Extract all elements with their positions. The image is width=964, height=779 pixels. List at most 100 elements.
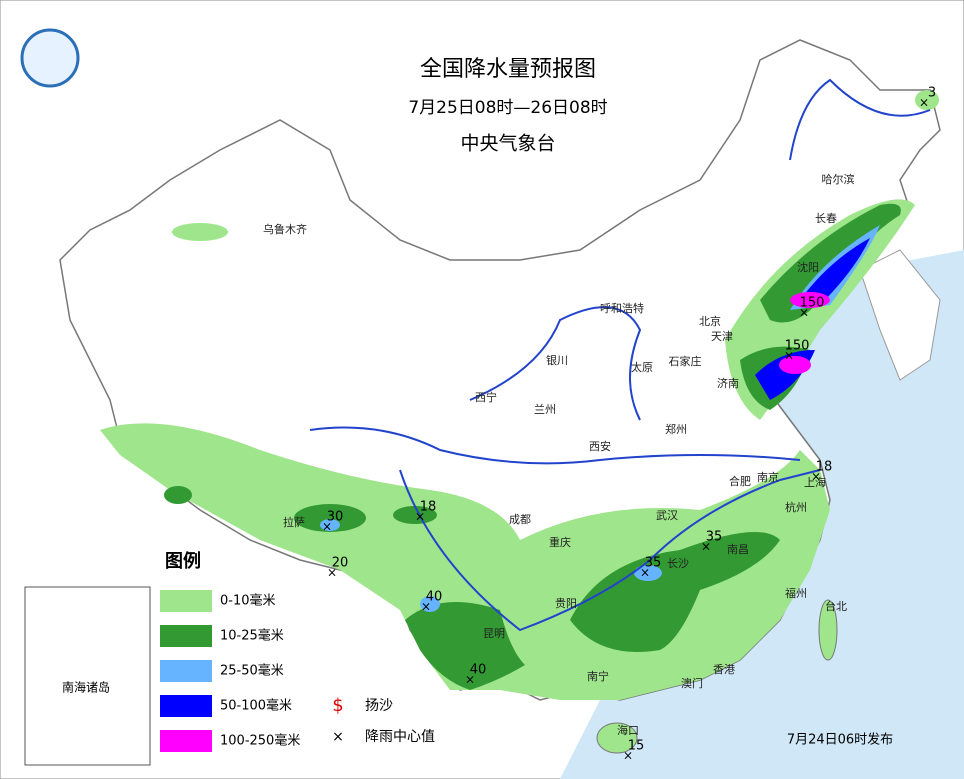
rain-center-value: 30: [327, 510, 344, 525]
city-label: 郑州: [665, 422, 687, 436]
title: 全国降水量预报图: [420, 57, 596, 82]
rain-center-value: 150: [785, 339, 810, 354]
city-label: 哈尔滨: [822, 172, 855, 186]
rain-25-50-hn: [634, 565, 662, 581]
rain-center-value: 35: [706, 530, 723, 545]
sand-symbol: $: [332, 695, 343, 716]
city-label: 南宁: [587, 669, 609, 683]
rain-center-mark: ×: [421, 600, 431, 614]
city-label: 长沙: [667, 557, 689, 570]
legend-symbol: 扬沙: [365, 698, 393, 714]
issuer: 中央气象台: [460, 133, 555, 155]
rain-10-25-south: [570, 532, 780, 652]
city-label: 西安: [589, 439, 611, 453]
legend-label: 25-50毫米: [220, 663, 284, 679]
city-label: 天津: [711, 330, 733, 343]
city-label: 武汉: [656, 509, 678, 522]
rain-50-100-ne: [800, 238, 870, 305]
city-label: 石家庄: [669, 354, 702, 368]
rain-center-mark: ×: [799, 306, 809, 320]
rain-center-mark: ×: [811, 470, 821, 484]
rain-center-value: 40: [426, 590, 443, 605]
rain-center-mark: ×: [465, 673, 475, 687]
city-label: 兰州: [534, 403, 556, 416]
city-label: 贵阳: [555, 597, 577, 610]
yangtze-river: [399, 469, 821, 632]
legend-label: 10-25毫米: [220, 628, 284, 644]
rain-25-50-yn: [420, 596, 440, 612]
rain-10-25-tibet: [294, 504, 366, 532]
city-label: 台北: [825, 599, 847, 613]
period: 7月25日08时—26日08时: [408, 98, 607, 118]
city-label: 合肥: [729, 474, 751, 488]
rain-center-mark: ×: [415, 510, 425, 524]
city-label: 成都: [509, 513, 531, 526]
city-label: 济南: [717, 376, 739, 390]
rain-center-value: 15: [628, 739, 645, 754]
yellow-loop: [469, 306, 642, 421]
logo: [20, 28, 80, 88]
rain-center-value: 18: [420, 500, 437, 515]
rain-center-mark: ×: [701, 540, 711, 554]
korea: [859, 249, 941, 381]
taiwan: [818, 599, 838, 661]
rain-10-25-w: [164, 486, 192, 504]
rain-center-mark: ×: [919, 96, 929, 110]
city-label: 昆明: [483, 627, 505, 640]
city-label: 福州: [785, 586, 807, 600]
city-label: 太原: [631, 361, 653, 374]
city-label: 重庆: [549, 535, 571, 549]
legend-label: 0-10毫米: [220, 593, 276, 609]
inset: [24, 586, 151, 766]
legend-swatch: [160, 660, 212, 682]
rain-center-value: 18: [816, 460, 833, 475]
city-label: 南京: [757, 470, 779, 484]
center-symbol: ×: [332, 729, 344, 745]
rain-center-mark: ×: [623, 749, 633, 763]
rain-10-25-yn: [405, 602, 525, 690]
rain-100-250-sd: [779, 356, 811, 374]
city-label: 南昌: [727, 543, 749, 556]
rain-center-value: 3: [928, 86, 936, 101]
city-label: 杭州: [785, 500, 807, 514]
legend-label: 50-100毫米: [220, 698, 292, 714]
rain-10-25-sc: [393, 506, 437, 524]
issued-time: 7月24日06时发布: [787, 732, 893, 748]
city-label: 拉萨: [283, 515, 305, 529]
rain-center-mark: ×: [327, 566, 337, 580]
rain-center-value: 150: [800, 296, 825, 311]
legend-label: 100-250毫米: [220, 733, 300, 749]
rain-100-250-ne: [790, 292, 830, 308]
city-label: 呼和浩特: [600, 301, 644, 315]
city-label: 澳门: [681, 676, 703, 690]
rain-0-10-xj: [172, 223, 228, 241]
legend-symbol: 降雨中心值: [365, 729, 435, 745]
legend-swatch: [160, 695, 212, 717]
city-label: 海口: [617, 723, 639, 737]
rain-center-value: 40: [470, 663, 487, 678]
inset-label: 南海诸岛: [62, 680, 110, 695]
city-label: 香港: [713, 663, 735, 676]
hainan: [596, 722, 638, 754]
rain-center-mark: ×: [784, 349, 794, 363]
city-label: 沈阳: [797, 260, 819, 274]
rain-0-10-hlj: [915, 90, 939, 110]
city-label: 上海: [804, 475, 826, 489]
city-label: 乌鲁木齐: [263, 222, 307, 236]
rain-center-mark: ×: [322, 520, 332, 534]
legend-swatch: [160, 730, 212, 752]
city-label: 北京: [699, 314, 721, 328]
city-label: 长春: [815, 212, 837, 225]
rain-center-mark: ×: [640, 566, 650, 580]
rain-center-value: 20: [332, 556, 349, 571]
legend-title: 图例: [165, 550, 201, 572]
city-label: 银川: [546, 353, 568, 367]
ne-river: [789, 78, 931, 161]
yellow-river: [309, 426, 801, 465]
legend-swatch: [160, 625, 212, 647]
rain-25-50-tibet: [320, 519, 340, 531]
rain-center-value: 35: [645, 556, 662, 571]
city-label: 西宁: [475, 390, 497, 404]
legend-swatch: [160, 590, 212, 612]
